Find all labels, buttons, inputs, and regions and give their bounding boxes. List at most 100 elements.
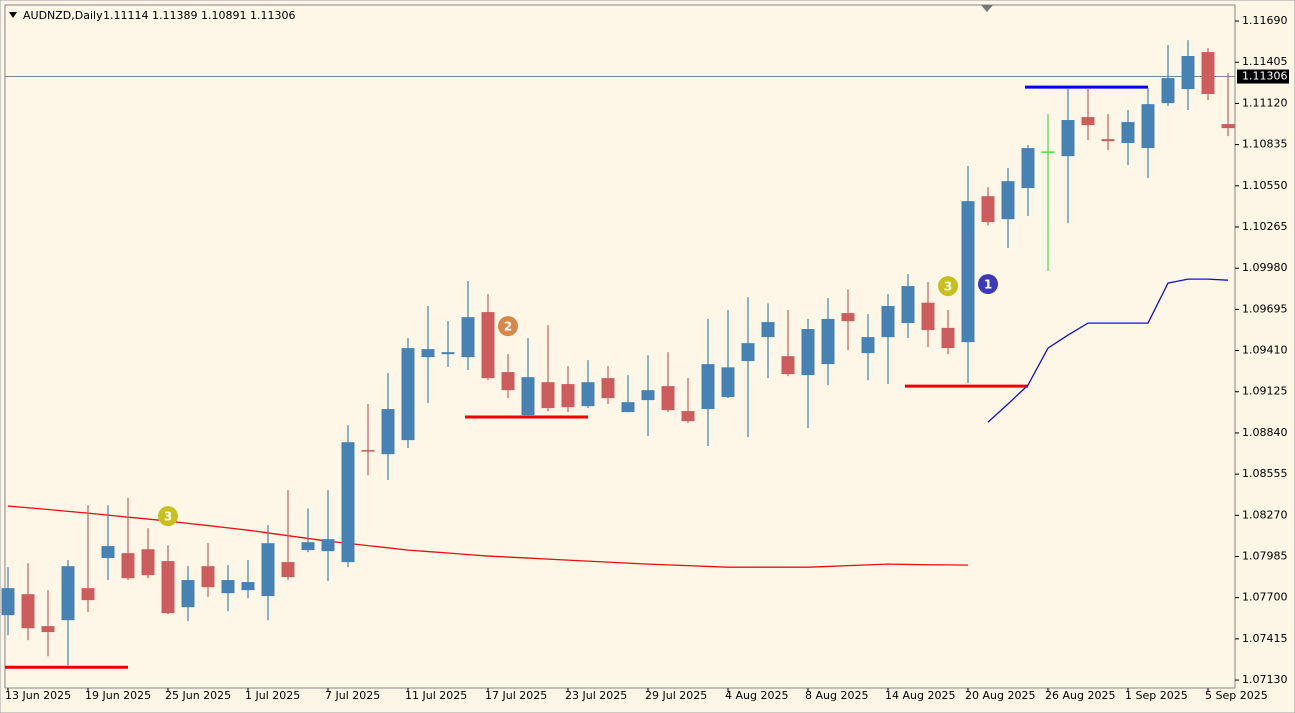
candle-body: [1121, 122, 1135, 144]
candle-body: [441, 352, 455, 355]
y-tick-label: 1.10550: [1242, 179, 1288, 192]
candle-body: [621, 402, 635, 413]
marker-label: 1: [984, 278, 992, 292]
candle-body: [861, 337, 875, 354]
candle-body: [1001, 181, 1015, 220]
candle-body: [41, 626, 55, 633]
candle-body: [61, 566, 75, 621]
x-tick-label: 7 Jul 2025: [325, 689, 380, 702]
candle-body: [101, 546, 115, 559]
candle-body: [1221, 124, 1235, 129]
x-tick-label: 11 Jul 2025: [405, 689, 467, 702]
x-tick-label: 29 Jul 2025: [645, 689, 707, 702]
candle-body: [501, 372, 515, 391]
candle-body: [781, 356, 795, 375]
candle-body: [481, 312, 495, 379]
x-tick-label: 19 Jun 2025: [85, 689, 151, 702]
candle-body: [901, 286, 915, 324]
candle-body: [921, 302, 935, 331]
x-tick-label: 1 Jul 2025: [245, 689, 300, 702]
candle-body: [941, 327, 955, 349]
candle-body: [1181, 56, 1195, 90]
marker-label: 3: [164, 510, 172, 524]
y-tick-label: 1.09410: [1242, 344, 1288, 357]
candle-body: [821, 318, 835, 365]
y-tick-label: 1.08555: [1242, 467, 1288, 480]
x-tick-label: 8 Aug 2025: [805, 689, 868, 702]
candle-body: [181, 580, 195, 608]
candle-body: [461, 317, 475, 358]
candle-body: [341, 442, 355, 563]
candle-body: [761, 322, 775, 338]
y-tick-label: 1.07700: [1242, 591, 1288, 604]
y-tick-label: 1.10265: [1242, 220, 1288, 233]
menu-arrow: [9, 12, 17, 18]
y-tick-label: 1.10835: [1242, 138, 1288, 151]
candle-body: [541, 382, 555, 409]
candle-body: [1061, 120, 1075, 157]
x-tick-label: 1 Sep 2025: [1125, 689, 1188, 702]
candle-body: [321, 539, 335, 552]
marker: [498, 316, 518, 337]
candle-body: [561, 384, 575, 408]
candle-body: [21, 594, 35, 629]
candle-body: [1141, 104, 1155, 149]
candle-body: [741, 343, 755, 362]
candle-body: [521, 377, 535, 416]
x-tick-label: 5 Sep 2025: [1205, 689, 1268, 702]
x-tick-label: 14 Aug 2025: [885, 689, 955, 702]
candle-body: [1101, 139, 1115, 142]
candle-body: [301, 542, 315, 551]
candle-body: [421, 349, 435, 358]
price-label: 1.11306: [1242, 70, 1288, 83]
y-tick-label: 1.11120: [1242, 96, 1288, 109]
marker-label: 2: [504, 320, 512, 334]
candle-body: [981, 196, 995, 223]
candle-body: [841, 313, 855, 322]
candle-body: [161, 561, 175, 614]
marker-label: 3: [944, 280, 952, 294]
candle-body: [381, 409, 395, 455]
candle-body: [1, 588, 15, 616]
candle-body: [601, 378, 615, 399]
shift-marker: [981, 5, 993, 12]
x-tick-label: 23 Jul 2025: [565, 689, 627, 702]
symbol: AUDNZD,Daily: [23, 9, 103, 22]
ohlc-info: 1.11114 1.11389 1.10891 1.11306: [103, 9, 295, 22]
y-tick-label: 1.09125: [1242, 385, 1288, 398]
candle-body: [1201, 52, 1215, 95]
candle-body: [701, 364, 715, 410]
y-tick-label: 1.07415: [1242, 632, 1288, 645]
y-tick-label: 1.07130: [1242, 673, 1288, 686]
x-tick-label: 25 Jun 2025: [165, 689, 231, 702]
candle-body: [241, 582, 255, 591]
candle-body: [641, 390, 655, 401]
candle-body: [1161, 78, 1175, 104]
candle-body: [281, 562, 295, 578]
candle-body: [881, 306, 895, 338]
marker: [978, 274, 998, 295]
price-label-box: [1237, 69, 1289, 84]
candle-body: [721, 367, 735, 398]
y-tick-label: 1.09980: [1242, 261, 1288, 274]
candle-body: [1041, 151, 1055, 153]
candle-body: [801, 329, 815, 376]
x-tick-label: 13 Jun 2025: [5, 689, 71, 702]
x-tick-label: 20 Aug 2025: [965, 689, 1035, 702]
candle-body: [1021, 148, 1035, 189]
x-tick-label: 26 Aug 2025: [1045, 689, 1115, 702]
candle-body: [141, 549, 155, 576]
candle-body: [961, 201, 975, 343]
y-tick-label: 1.07985: [1242, 549, 1288, 562]
candle-body: [661, 386, 675, 411]
indicator-line: [987, 278, 1229, 423]
candle-body: [221, 580, 235, 594]
candle-body: [1081, 117, 1095, 126]
candle-body: [401, 348, 415, 441]
candle-body: [121, 553, 135, 579]
candle-body: [681, 411, 695, 422]
marker: [938, 276, 958, 297]
candle-body: [581, 382, 595, 407]
x-tick-label: 4 Aug 2025: [725, 689, 788, 702]
